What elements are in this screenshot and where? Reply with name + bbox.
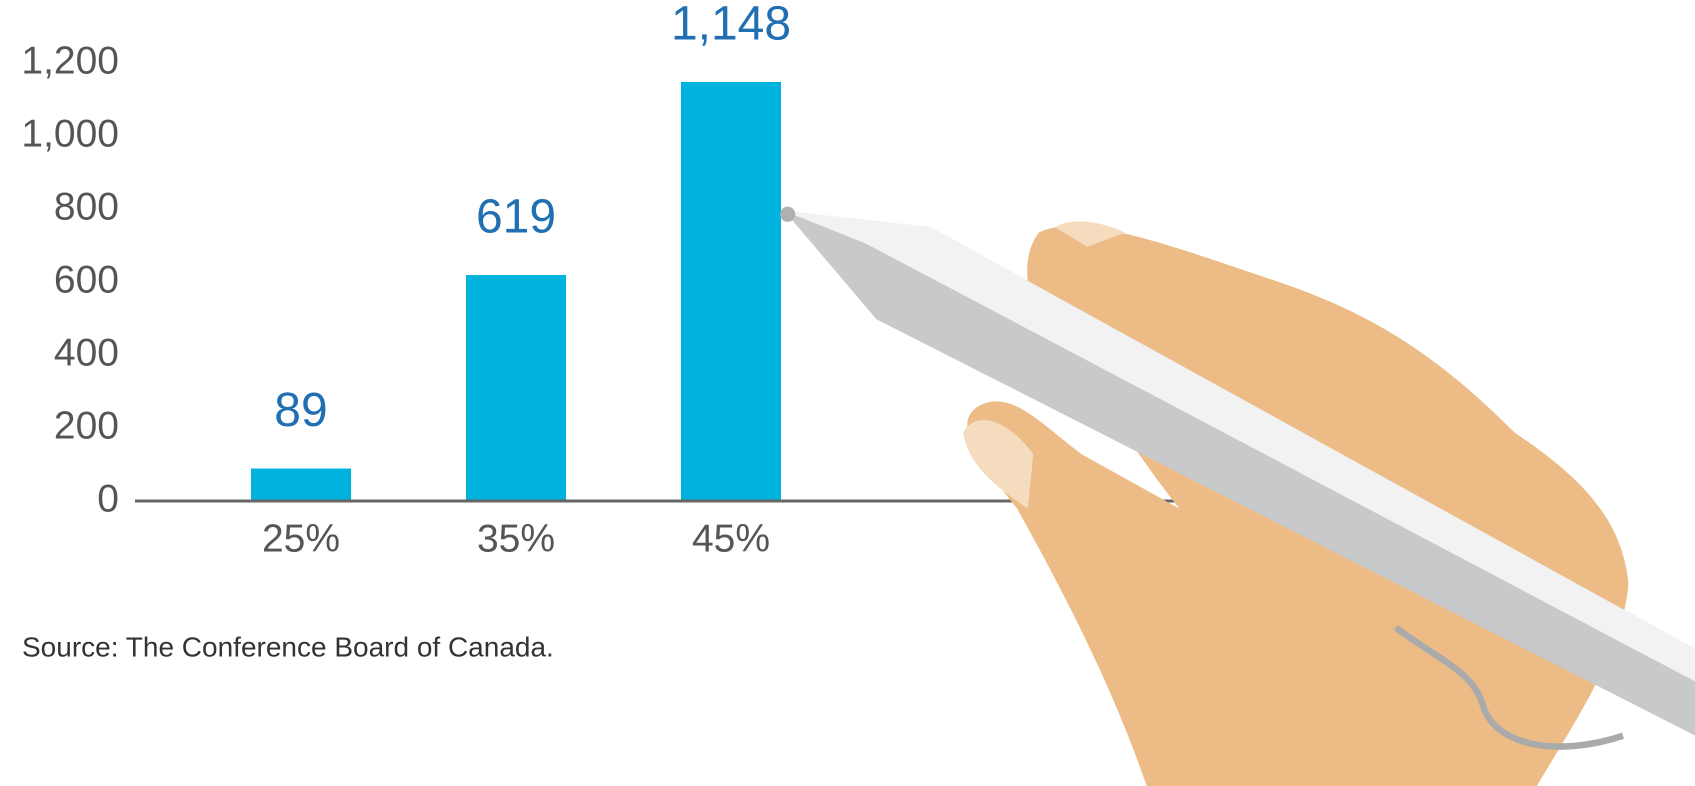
- y-tick-label: 600: [54, 258, 119, 301]
- nail: [1054, 221, 1126, 247]
- y-tick-label: 1,200: [21, 39, 119, 82]
- data-label: 89: [274, 384, 327, 437]
- y-tick-label: 800: [54, 185, 119, 228]
- y-tick-label: 0: [97, 477, 119, 520]
- source-note: Source: The Conference Board of Canada.: [22, 631, 554, 662]
- pen-tip: [780, 206, 796, 222]
- bar: [466, 275, 566, 501]
- bar: [251, 468, 351, 501]
- data-label: 619: [476, 191, 556, 244]
- cord: [1393, 624, 1625, 750]
- x-tick-label: 35%: [477, 517, 555, 560]
- data-label: 1,148: [671, 0, 791, 51]
- pen-body: [784, 210, 1695, 736]
- y-tick-label: 400: [54, 331, 119, 374]
- y-tick-label: 200: [54, 404, 119, 447]
- nail: [962, 420, 1034, 509]
- bar: [681, 81, 781, 501]
- hand-illustration: [780, 206, 1695, 786]
- x-tick-label: 25%: [262, 517, 340, 560]
- y-tick-label: 1,000: [21, 112, 119, 155]
- x-tick-label: 45%: [692, 517, 770, 560]
